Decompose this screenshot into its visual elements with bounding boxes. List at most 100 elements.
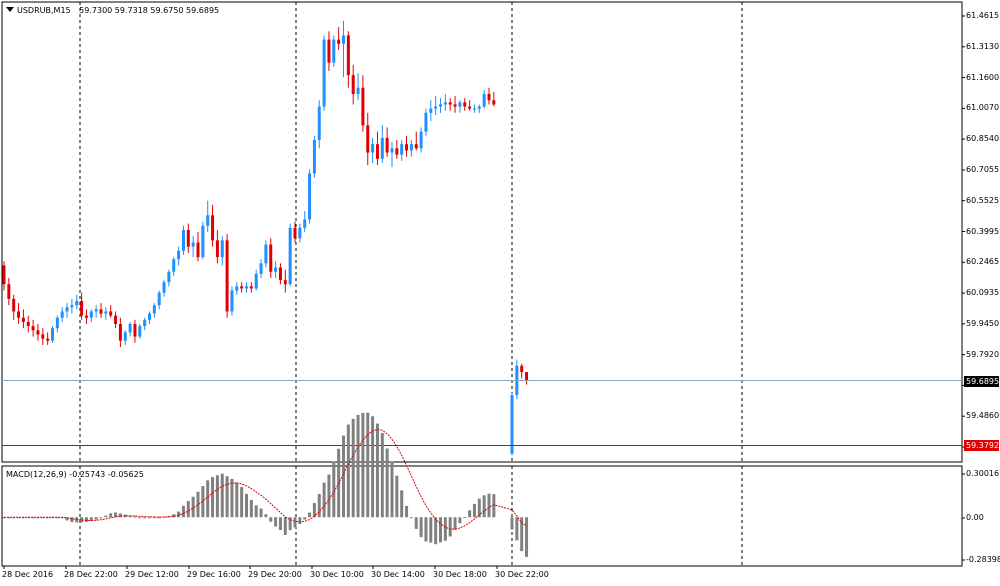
macd-bar	[51, 517, 54, 519]
candle-body	[332, 39, 336, 63]
macd-bar	[254, 505, 258, 518]
period-separators	[79, 2, 743, 566]
candle-body	[177, 250, 181, 260]
macd-bar	[196, 491, 200, 518]
symbol-label: USDRUB,M15	[17, 6, 71, 15]
candle-body	[215, 240, 219, 258]
macd-bar	[434, 517, 438, 545]
macd-bar	[206, 480, 210, 518]
candle-body	[60, 311, 64, 318]
candle-body	[12, 298, 16, 312]
candle-body	[385, 137, 389, 153]
macd-bar	[46, 517, 50, 519]
price-tick-label: 59.9450	[966, 318, 1000, 328]
candle-body	[235, 286, 239, 291]
candle-body	[162, 282, 166, 293]
macd-bar	[361, 412, 365, 518]
macd-tick-label: 0.30016	[966, 469, 1000, 478]
macd-bar	[515, 517, 519, 541]
macd-bar	[342, 435, 345, 518]
price-tick-label: 60.8540	[966, 134, 1000, 144]
macd-bar	[152, 517, 156, 519]
price-tick-label: 61.1600	[966, 72, 1000, 82]
candle-body	[123, 332, 127, 341]
macd-bar	[385, 448, 389, 518]
candle-body	[206, 215, 210, 226]
macd-bar	[327, 474, 331, 518]
bid-price-tag: 59.6895	[964, 375, 1000, 387]
candle-body	[380, 137, 384, 159]
candle-body	[80, 301, 84, 316]
candle-body	[191, 242, 195, 247]
macd-bar	[351, 418, 355, 518]
ohlc-values: 59.7300 59.7318 59.6750 59.6895	[79, 6, 220, 15]
candle-body	[109, 311, 113, 316]
candle-body	[400, 144, 404, 155]
macd-bar	[317, 493, 321, 518]
macd-bar	[322, 482, 326, 518]
macd-bar	[288, 517, 292, 531]
macd-bar	[366, 412, 370, 518]
candle-body	[264, 244, 268, 264]
macd-bar	[424, 517, 428, 542]
macd-bar	[118, 513, 122, 518]
candle-body	[51, 328, 54, 341]
macd-bar	[80, 517, 84, 523]
candle-body	[419, 131, 423, 149]
price-tick-label: 61.3130	[966, 41, 1000, 51]
candle-body	[245, 286, 248, 289]
macd-bar	[99, 517, 103, 519]
candle-body	[414, 144, 418, 149]
macd-histogram	[2, 412, 529, 557]
macd-bar	[31, 517, 35, 519]
dropdown-triangle-icon[interactable]	[6, 7, 14, 12]
time-tick-label: 30 Dec 18:00	[433, 570, 487, 579]
candle-body	[152, 305, 156, 314]
candle-body	[312, 140, 316, 174]
macd-bar	[65, 517, 69, 521]
macd-bar	[109, 513, 113, 518]
candle-body	[94, 309, 98, 312]
candle-body	[366, 125, 370, 153]
macd-bar	[400, 490, 404, 518]
candle-body	[463, 102, 467, 107]
macd-bar	[230, 478, 234, 518]
macd-bar	[419, 517, 423, 538]
macd-bar	[274, 517, 278, 527]
candle-body	[230, 290, 234, 312]
macd-bar	[312, 503, 316, 518]
candle-body	[167, 271, 171, 283]
candle-body	[172, 259, 176, 272]
candle-body	[361, 87, 365, 126]
candle-body	[308, 173, 312, 220]
symbol-header[interactable]: USDRUB,M15 59.7300 59.7318 59.6750 59.68…	[6, 6, 219, 15]
candle-body	[21, 317, 25, 322]
macd-header: MACD(12,26,9) -0.25743 -0.05625	[6, 470, 144, 479]
macd-bar	[371, 416, 375, 518]
candle-body	[240, 286, 244, 289]
macd-bar	[278, 517, 282, 531]
candle-body	[7, 284, 11, 299]
macd-bar	[429, 517, 433, 543]
candle-body	[138, 326, 142, 337]
macd-bar	[220, 473, 224, 518]
macd-bar	[409, 517, 413, 519]
candle-body	[288, 227, 292, 285]
candle-body	[128, 324, 132, 333]
macd-bar	[55, 517, 59, 519]
candle-body	[327, 39, 331, 63]
candle-body	[84, 315, 88, 318]
candle-body	[26, 321, 30, 327]
macd-bar	[26, 517, 30, 519]
candle-body	[220, 240, 224, 258]
candle-body	[351, 75, 355, 94]
macd-bar	[143, 517, 147, 519]
macd-signal	[4, 428, 527, 530]
candle-body	[104, 311, 108, 314]
candle-body	[342, 35, 345, 44]
candle-body	[36, 330, 40, 335]
time-tick-label: 29 Dec 20:00	[248, 570, 302, 579]
price-tick-label: 59.7920	[966, 349, 1000, 359]
macd-bar	[148, 517, 151, 519]
